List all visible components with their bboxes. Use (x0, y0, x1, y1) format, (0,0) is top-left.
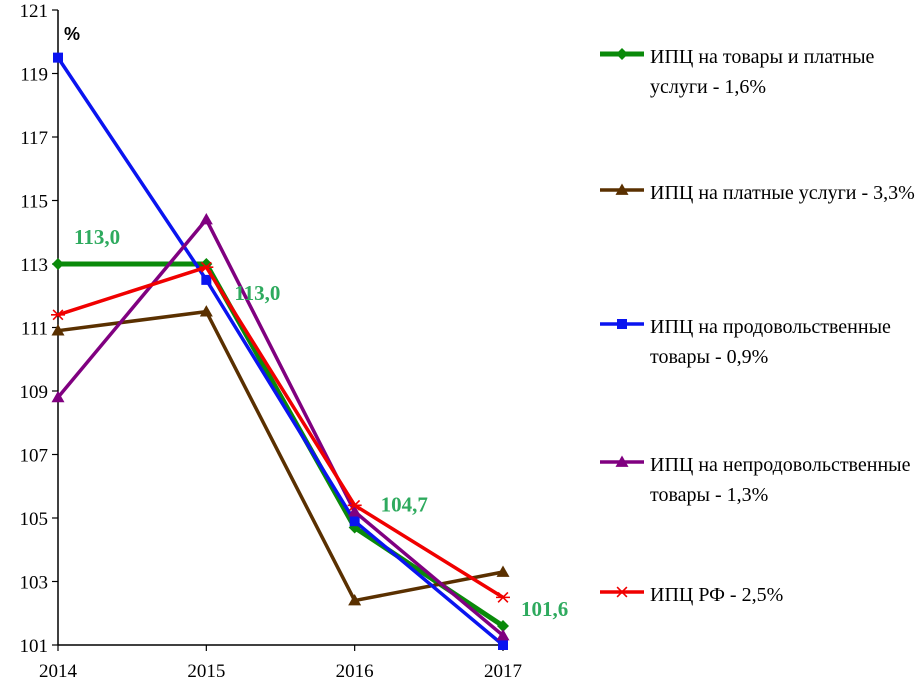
series-line (58, 261, 505, 629)
data-point (348, 594, 362, 606)
data-point (51, 324, 65, 336)
data-point (51, 390, 65, 403)
data-point (199, 261, 214, 273)
data-point (349, 516, 360, 527)
data-point (496, 565, 510, 577)
legend-label: ИПЦ РФ - 2,5% (650, 584, 784, 606)
x-tick-label: 2017 (484, 661, 522, 682)
legend-marker (600, 183, 644, 195)
data-label: 113,0 (234, 281, 280, 305)
y-tick-label: 119 (20, 65, 48, 86)
data-label: 101,6 (521, 597, 568, 621)
x-tick-label: 2014 (39, 661, 78, 682)
chart-axes: 101 103 105 107 109 111 113 115 117 119 121 2014 201… (20, 1, 523, 682)
series-3 (53, 52, 508, 650)
y-unit-label: % (64, 24, 80, 44)
data-point (53, 52, 63, 63)
data-point (201, 274, 212, 285)
y-tick-label: 109 (20, 382, 49, 403)
legend-marker (600, 586, 644, 598)
series-1 (52, 258, 509, 632)
x-tick-label: 2015 (187, 661, 225, 682)
data-point (51, 309, 65, 321)
data-point (52, 258, 64, 270)
y-tick-label: 115 (20, 192, 48, 213)
series-line (56, 217, 505, 637)
series-line (57, 265, 504, 599)
y-tick-label: 105 (20, 509, 49, 530)
y-tick-label: 101 (20, 636, 49, 657)
data-point (496, 628, 510, 641)
series-2 (51, 305, 510, 606)
chart-series (51, 52, 510, 650)
legend-label: ИПЦ на платные услуги - 3,3% (650, 182, 915, 204)
legend-label: ИПЦ на продовольственные товары - 0,9% (650, 316, 891, 368)
data-point (497, 619, 509, 632)
chart-data-labels: 113,0 113,0 104,7 101,6 (74, 225, 568, 621)
data-point (199, 213, 213, 225)
y-tick-label: 111 (21, 319, 48, 340)
data-point (348, 505, 362, 517)
series-line (57, 309, 504, 603)
data-label: 113,0 (74, 225, 120, 249)
x-tick-label: 2016 (336, 661, 374, 682)
series-5 (51, 261, 510, 603)
series-4 (51, 213, 510, 641)
y-tick-label: 121 (20, 1, 49, 22)
legend-marker (600, 319, 644, 329)
data-point (498, 640, 508, 650)
legend-marker (600, 48, 644, 60)
data-label: 104,7 (381, 493, 428, 517)
series-line (56, 56, 505, 647)
y-tick-label: 103 (20, 573, 49, 594)
y-tick-label: 113 (20, 255, 48, 276)
y-tick-label: 117 (20, 128, 48, 149)
data-point (347, 499, 362, 511)
data-point (496, 591, 510, 603)
legend-marker (600, 455, 644, 467)
data-point (199, 305, 213, 317)
y-tick-label: 107 (20, 446, 49, 467)
legend-label: ИПЦ на товары и платные услуги - 1,6% (650, 46, 875, 98)
legend-label: ИПЦ на непродовольственные товары - 1,3% (650, 454, 911, 506)
